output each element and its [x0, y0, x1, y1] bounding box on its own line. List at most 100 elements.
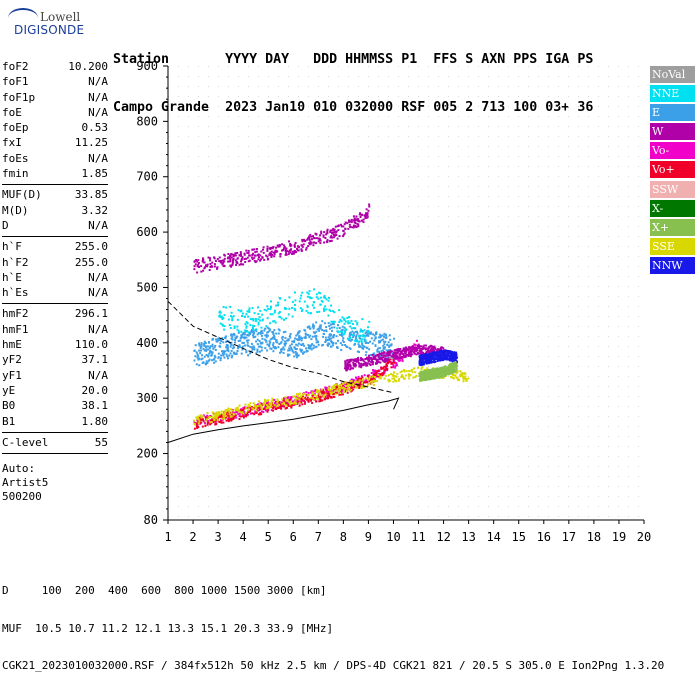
echo-point: [383, 369, 386, 372]
grid-dot: [278, 96, 279, 97]
echo-point: [204, 342, 207, 344]
grid-dot: [318, 496, 319, 497]
grid-dot: [608, 226, 609, 227]
echo-point: [361, 379, 364, 382]
echo-point: [230, 343, 233, 346]
echo-point: [232, 413, 235, 416]
grid-dot: [438, 236, 439, 237]
echo-point: [306, 306, 309, 308]
echo-point: [325, 326, 328, 328]
grid-dot: [198, 126, 199, 127]
grid-dot: [398, 456, 399, 457]
grid-dot: [308, 276, 309, 277]
grid-dot: [618, 66, 619, 67]
grid-dot: [558, 256, 559, 257]
grid-dot: [568, 306, 569, 307]
grid-dot: [298, 136, 299, 137]
grid-dot: [208, 486, 209, 487]
echo-point: [335, 335, 338, 338]
echo-point: [225, 344, 228, 347]
echo-point: [310, 297, 313, 300]
grid-dot: [378, 66, 379, 67]
grid-dot: [448, 376, 449, 377]
grid-dot: [358, 276, 359, 277]
grid-dot: [328, 306, 329, 307]
grid-dot: [568, 286, 569, 287]
echo-point: [198, 349, 201, 352]
echo-point: [289, 336, 292, 339]
echo-point: [366, 347, 369, 350]
grid-dot: [398, 86, 399, 87]
echo-point: [205, 349, 208, 352]
echo-point: [236, 328, 239, 331]
grid-dot: [488, 286, 489, 287]
echo-point: [245, 349, 248, 352]
echo-point: [283, 340, 286, 343]
grid-dot: [488, 496, 489, 497]
echo-point: [251, 407, 254, 410]
echo-point: [219, 359, 222, 362]
echo-point: [456, 378, 459, 381]
grid-dot: [638, 346, 639, 347]
grid-dot: [568, 346, 569, 347]
grid-dot: [638, 196, 639, 197]
echo-point: [303, 300, 306, 303]
grid-dot: [208, 216, 209, 217]
grid-dot: [518, 406, 519, 407]
grid-dot: [578, 346, 579, 347]
grid-dot: [518, 266, 519, 267]
grid-dot: [498, 506, 499, 507]
grid-dot: [358, 196, 359, 197]
grid-dot: [518, 346, 519, 347]
echo-point: [257, 400, 260, 403]
grid-dot: [178, 426, 179, 427]
echo-point: [257, 318, 260, 321]
grid-dot: [378, 136, 379, 137]
grid-dot: [188, 306, 189, 307]
grid-dot: [198, 396, 199, 397]
grid-dot: [218, 66, 219, 67]
grid-dot: [218, 436, 219, 437]
echo-point: [373, 376, 376, 378]
grid-dot: [188, 356, 189, 357]
grid-dot: [618, 236, 619, 237]
grid-dot: [558, 356, 559, 357]
echo-point: [341, 344, 344, 346]
grid-dot: [508, 226, 509, 227]
grid-dot: [238, 226, 239, 227]
grid-dot: [208, 386, 209, 387]
grid-dot: [608, 266, 609, 267]
echo-point: [425, 351, 428, 354]
echo-point: [316, 311, 319, 314]
echo-point: [376, 360, 378, 363]
param-value: 296.1: [74, 307, 108, 321]
echo-point: [196, 425, 198, 428]
echo-point: [336, 385, 339, 388]
grid-dot: [428, 256, 429, 257]
echo-point: [325, 389, 328, 392]
echo-point: [378, 352, 381, 355]
grid-dot: [258, 296, 259, 297]
grid-dot: [568, 366, 569, 367]
grid-dot: [568, 266, 569, 267]
echo-point: [370, 337, 373, 340]
echo-point: [209, 419, 212, 422]
echo-point: [240, 330, 243, 333]
echo-point: [242, 408, 245, 411]
echo-point: [359, 345, 362, 348]
echo-point: [427, 347, 430, 350]
grid-dot: [338, 466, 339, 467]
grid-dot: [178, 186, 179, 187]
grid-dot: [578, 296, 579, 297]
grid-dot: [288, 266, 289, 267]
grid-dot: [598, 456, 599, 457]
grid-dot: [358, 156, 359, 157]
grid-dot: [258, 166, 259, 167]
grid-dot: [538, 86, 539, 87]
grid-dot: [268, 466, 269, 467]
grid-dot: [308, 216, 309, 217]
grid-dot: [548, 386, 549, 387]
echo-point: [246, 412, 249, 415]
grid-dot: [288, 246, 289, 247]
grid-dot: [188, 276, 189, 277]
